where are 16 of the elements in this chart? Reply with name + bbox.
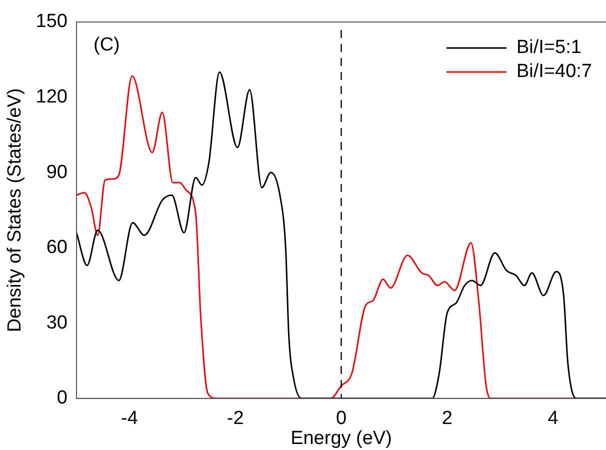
x-tick-label: 0	[336, 408, 347, 430]
y-tick-label: 0	[56, 388, 68, 409]
x-tick-label: -2	[226, 408, 244, 430]
y-tick-label: 30	[46, 312, 68, 334]
y-tick-label: 120	[36, 86, 68, 108]
x-tick-label: 4	[548, 408, 559, 430]
y-tick-label: 150	[36, 11, 68, 32]
annotation: (C)	[94, 34, 120, 56]
y-axis-title: Density of States (States/eV)	[4, 88, 26, 332]
legend-label: Bi/I=40:7	[516, 61, 592, 82]
y-tick-label: 60	[46, 237, 68, 258]
y-tick-label: 90	[46, 162, 68, 183]
x-axis-title: Energy (eV)	[290, 428, 392, 449]
x-tick-label: 2	[442, 408, 452, 430]
legend-label: Bi/I=5:1	[516, 37, 582, 58]
x-tick-label: -4	[120, 408, 138, 430]
